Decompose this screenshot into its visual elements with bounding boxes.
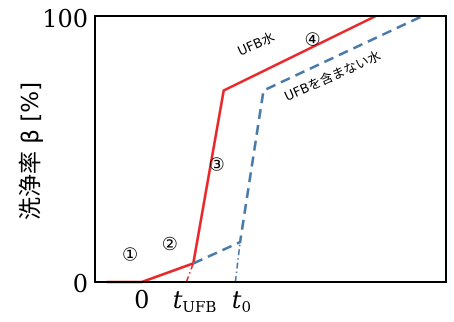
phase-marker-2: ② <box>162 234 178 255</box>
x-tick-label-t-ufb-sub: UFB <box>182 298 216 316</box>
series-label-1: UFBを含まない水 <box>282 48 383 105</box>
connector-line-1 <box>234 242 241 283</box>
y-tick-label-min: 0 <box>73 270 88 298</box>
series-line-1 <box>192 14 424 265</box>
phase-marker-4: ④ <box>305 29 321 50</box>
x-tick-label-t0: t0 <box>232 286 251 316</box>
plot-frame <box>94 15 447 283</box>
y-tick-label-max: 100 <box>42 5 88 33</box>
phase-marker-1: ① <box>122 245 138 266</box>
y-axis-label: 洗浄率 β [%] <box>18 82 44 220</box>
x-tick-label-t0-main: t <box>232 286 242 314</box>
x-tick-label-t0-sub: 0 <box>241 298 251 316</box>
series-label-0: UFB水 <box>236 30 278 60</box>
x-tick-label-t-ufb: tUFB <box>173 286 217 316</box>
phase-marker-3: ③ <box>209 154 225 175</box>
connector-line-0 <box>185 263 195 283</box>
x-tick-label-zero: 0 <box>134 286 149 314</box>
x-tick-label-t-ufb-main: t <box>173 286 183 314</box>
